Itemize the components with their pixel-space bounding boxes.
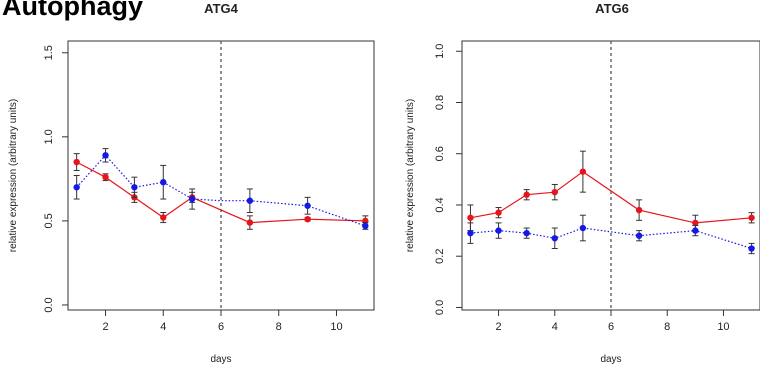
y-tick-label: 1.0 [434,44,446,59]
y-tick-label: 0.6 [434,146,446,161]
data-point-blue [131,184,138,191]
x-tick-label: 8 [664,321,670,333]
data-point-blue [362,222,369,230]
x-tick-label: 2 [102,321,108,333]
data-point-blue [73,184,80,191]
data-point-blue [304,202,311,209]
x-tick-label: 6 [608,321,614,333]
series-line-blue [76,154,366,227]
x-tick-label: 10 [717,321,729,333]
y-axis-label: relative expression (arbitrary units) [8,99,19,252]
data-point-red [748,214,755,221]
y-tick-label: 0.8 [434,95,446,110]
data-point-red [102,173,109,181]
data-point-blue [579,224,587,232]
data-point-red [692,219,699,227]
data-point-red [160,214,167,221]
y-axis-label: relative expression (arbitrary units) [405,99,416,252]
data-point-blue [495,227,502,234]
x-tick-label: 8 [276,321,282,333]
data-point-red [73,158,80,166]
x-axis-label: days [210,354,231,365]
x-tick-label: 6 [218,321,224,333]
data-point-blue [102,152,109,159]
y-tick-label: 1.0 [43,129,55,144]
x-tick-label: 2 [495,321,501,333]
series-line-blue [470,227,752,250]
series-line-red [470,170,752,224]
data-point-red [246,219,254,226]
data-point-blue [551,235,558,242]
data-point-blue [160,179,167,186]
y-tick-label: 0.4 [434,197,446,212]
data-point-red [467,214,474,221]
data-point-blue [635,232,643,239]
data-point-blue [467,229,474,237]
data-point-red [523,191,530,198]
data-point-blue [692,227,699,234]
y-tick-label: 0.0 [434,300,446,315]
x-tick-label: 4 [552,321,558,333]
data-point-red [579,168,587,175]
series-line-red [76,161,366,224]
y-tick-label: 0.5 [43,213,55,228]
x-axis-label: days [600,354,621,365]
y-tick-label: 1.5 [43,45,55,60]
data-point-red [551,188,558,196]
chart-title-atg4: ATG4 [204,1,238,16]
y-tick-label: 0.2 [434,249,446,264]
chart-title-atg6: ATG6 [595,1,629,16]
data-point-blue [748,245,755,252]
y-tick-label: 0.0 [43,297,55,312]
data-point-red [495,209,502,216]
data-point-blue [188,195,196,203]
data-point-red [304,216,311,223]
data-point-red [635,206,643,214]
x-tick-label: 10 [330,321,342,333]
data-point-blue [523,229,530,237]
data-point-blue [246,197,254,204]
x-tick-label: 4 [160,321,166,333]
page-title: Autophagy [2,0,143,21]
